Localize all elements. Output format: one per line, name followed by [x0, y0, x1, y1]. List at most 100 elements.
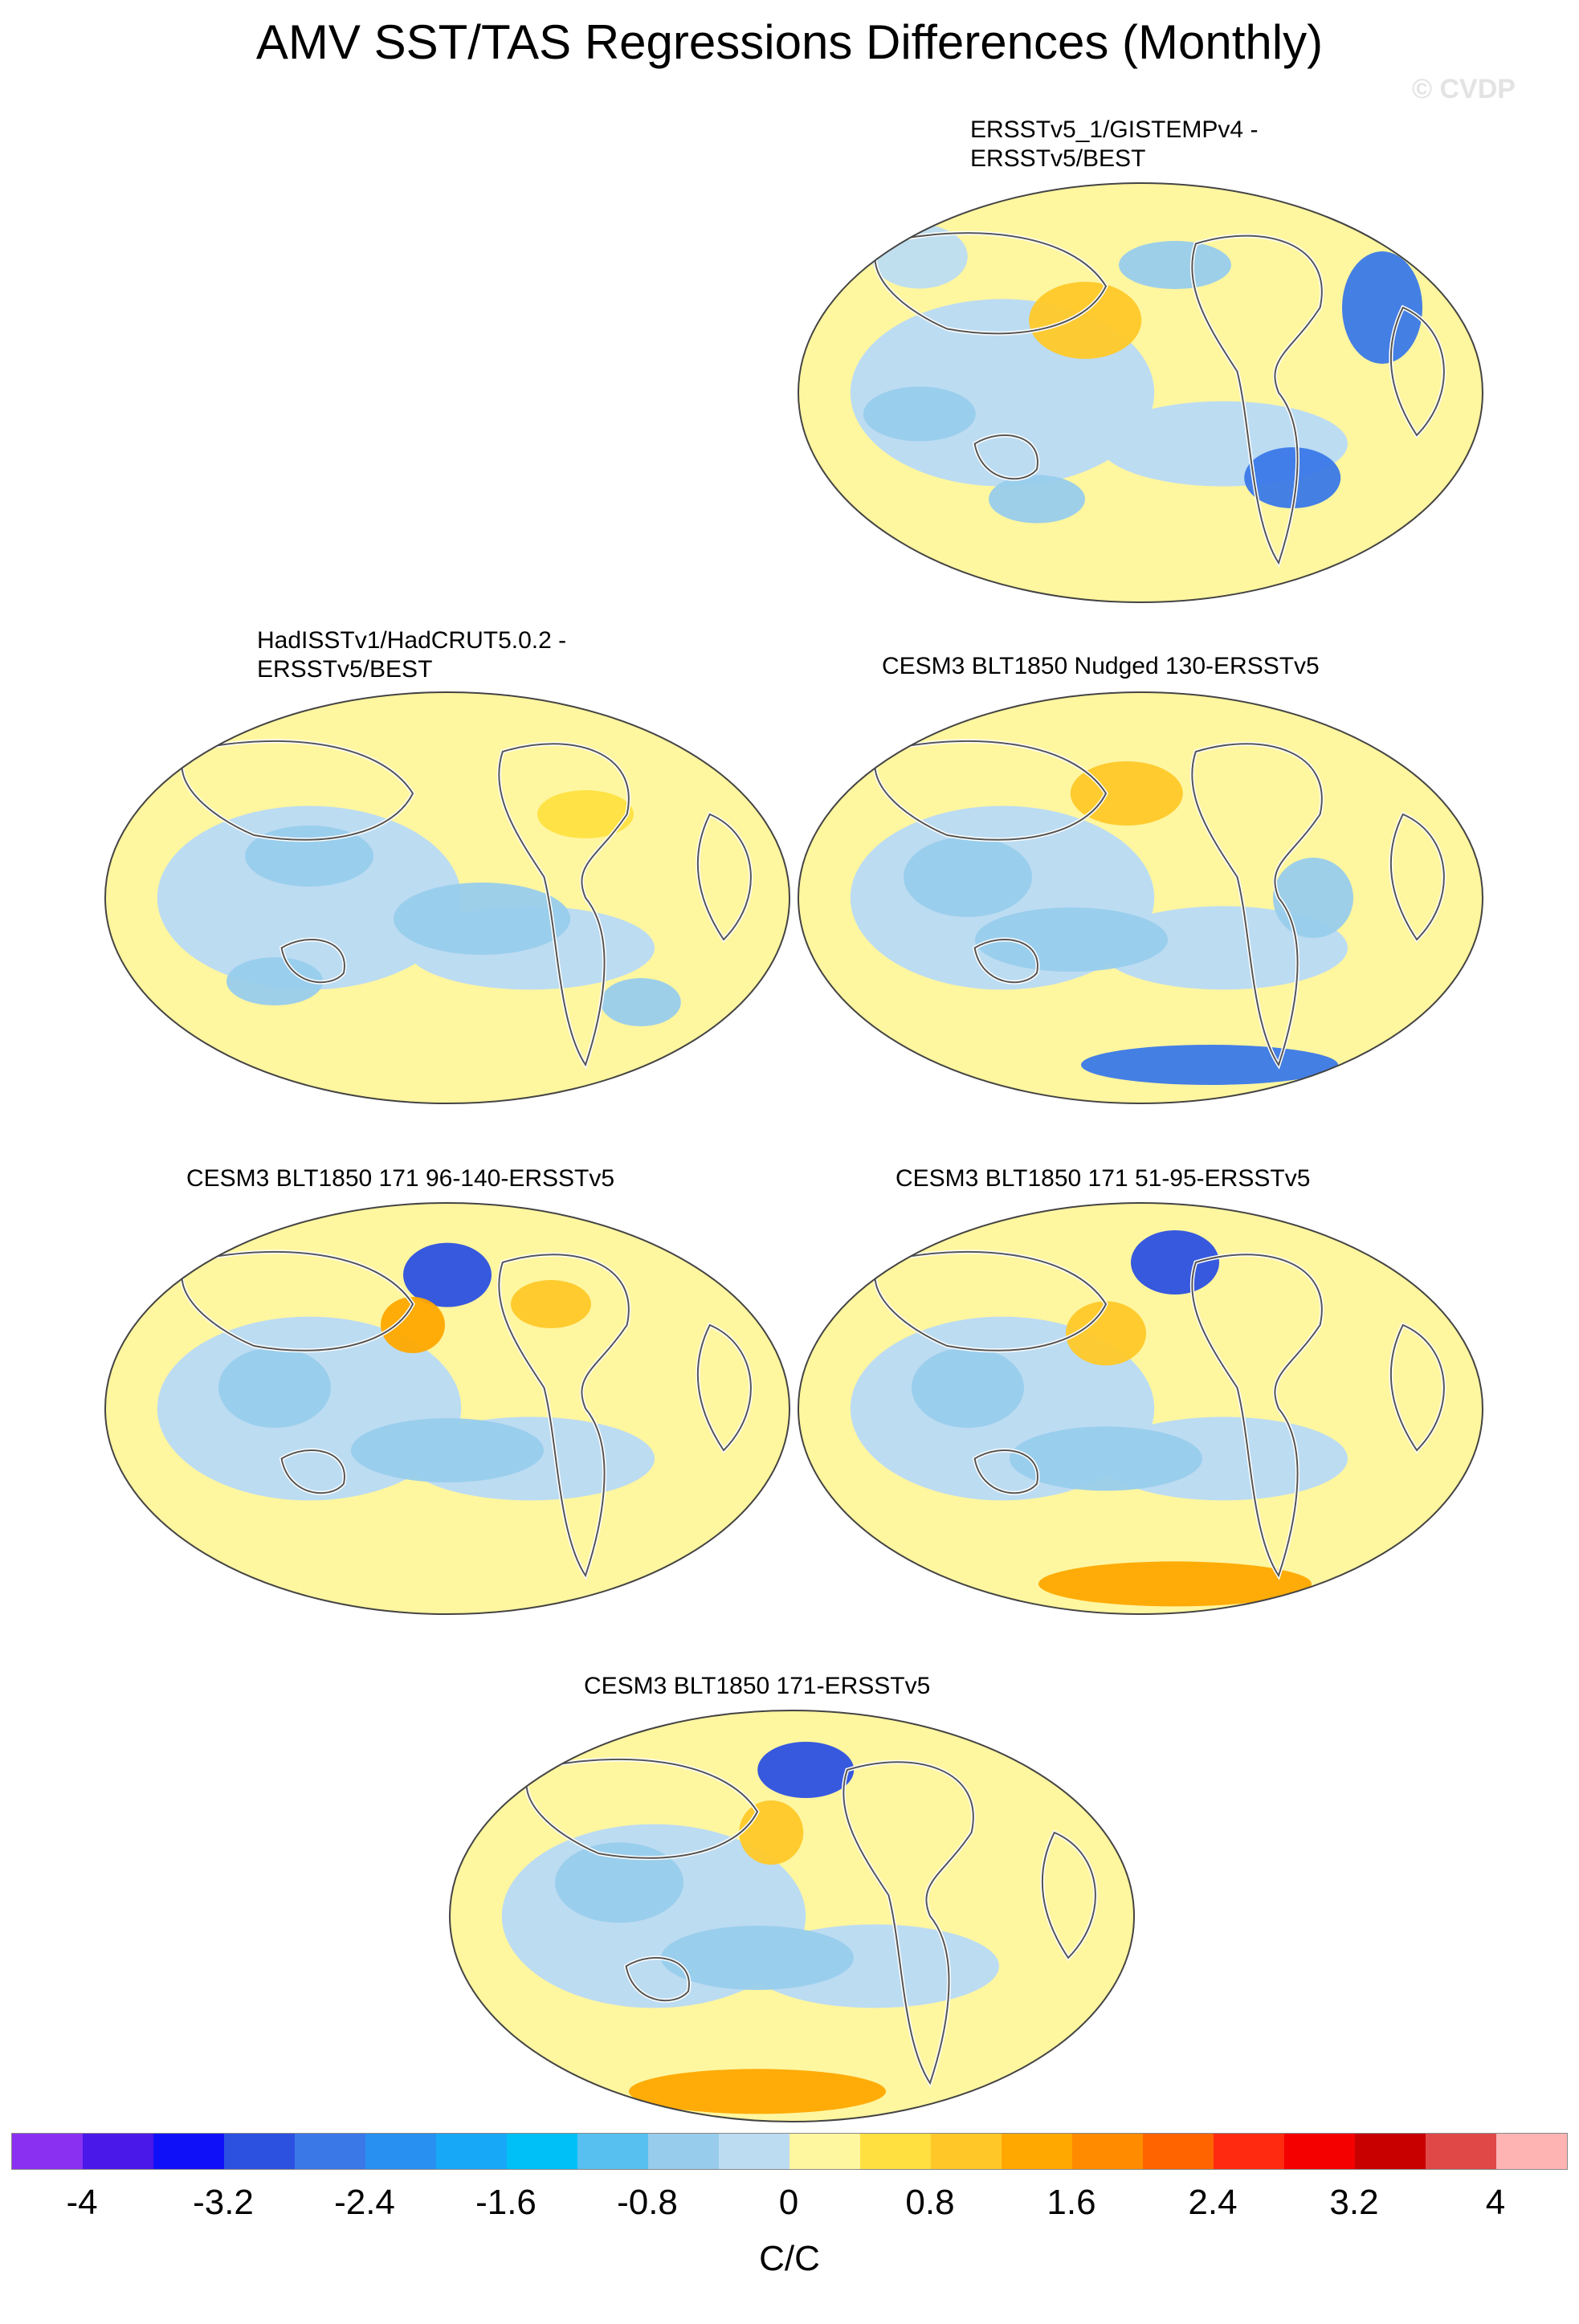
anomaly-region	[381, 1297, 445, 1353]
colorbar-swatch	[1214, 2134, 1284, 2169]
coastline	[181, 1250, 414, 1352]
colorbar-swatch	[790, 2134, 860, 2169]
anomaly-region	[904, 837, 1032, 917]
colorbar-swatch	[436, 2134, 507, 2169]
panel-4-title: CESM3 BLT1850 171 96-140-ERSSTv5	[186, 1165, 615, 1192]
coastline	[696, 813, 752, 941]
anomaly-region	[739, 1800, 804, 1865]
coastline	[874, 1250, 1108, 1352]
anomaly-region	[1099, 906, 1348, 990]
coastline	[280, 939, 345, 984]
anomaly-region	[1244, 447, 1341, 508]
coastline	[973, 1449, 1038, 1494]
colorbar-swatch	[931, 2134, 1002, 2169]
anomaly-region	[757, 1742, 855, 1798]
anomaly-region	[1119, 241, 1231, 289]
anomaly-region	[989, 475, 1085, 524]
map-border	[798, 182, 1483, 603]
colorbar-tick-label: -2.4	[334, 2183, 395, 2222]
panel-2-map	[104, 691, 790, 1104]
coastline	[625, 1957, 690, 2002]
panel-6-title: CESM3 BLT1850 171-ERSSTv5	[584, 1673, 931, 1699]
map-border	[104, 691, 790, 1104]
anomaly-region	[1038, 1561, 1312, 1607]
cvdp-watermark: © CVDP	[1412, 74, 1516, 104]
map-border	[104, 1202, 790, 1615]
colorbar-swatch	[153, 2134, 224, 2169]
coastline	[973, 434, 1038, 480]
coastline	[973, 939, 1038, 984]
anomaly-region	[157, 805, 462, 990]
anomaly-region	[555, 1842, 683, 1923]
anomaly-region	[245, 826, 373, 887]
colorbar-swatch	[719, 2134, 790, 2169]
anomaly-region	[1066, 1301, 1146, 1366]
colorbar-swatch	[83, 2134, 153, 2169]
coastline	[1041, 1831, 1096, 1959]
colorbar-tick-label: -0.8	[617, 2183, 678, 2222]
anomaly-region	[1342, 251, 1422, 364]
colorbar-swatch	[1284, 2134, 1355, 2169]
colorbar-swatch	[1355, 2134, 1426, 2169]
anomaly-region	[1029, 281, 1142, 359]
anomaly-region	[394, 883, 570, 955]
coastline	[1191, 743, 1323, 1067]
coastline	[1389, 1323, 1445, 1452]
anomaly-region	[1081, 1045, 1338, 1085]
anomaly-region	[975, 907, 1168, 972]
anomaly-region	[1131, 1230, 1219, 1295]
coastline	[843, 1761, 974, 2085]
coastline	[1191, 1254, 1323, 1578]
map-border	[449, 1710, 1135, 2122]
coastline	[498, 743, 630, 1067]
colorbar-units: C/C	[759, 2239, 820, 2278]
panel-1-title: ERSSTv5_1/GISTEMPv4 - ERSSTv5/BEST	[970, 116, 1259, 172]
colorbar-tick-label: -3.2	[193, 2183, 254, 2222]
panel-5-map	[798, 1202, 1483, 1615]
map-border	[798, 691, 1483, 1104]
coastline	[525, 1758, 759, 1859]
colorbar-tick-label: 1.6	[1047, 2183, 1096, 2222]
coastline	[696, 1323, 752, 1452]
anomaly-region	[600, 978, 681, 1026]
map-border	[798, 1202, 1483, 1615]
coastline	[874, 740, 1108, 841]
colorbar-swatch	[12, 2134, 83, 2169]
colorbar-swatch	[577, 2134, 648, 2169]
panel-1-map	[798, 182, 1483, 603]
colorbar-tick-label: 4	[1485, 2183, 1506, 2222]
coastline	[181, 740, 414, 841]
colorbar-tick-label: 2.4	[1188, 2183, 1238, 2222]
panel-6-map	[449, 1710, 1135, 2122]
anomaly-region	[1010, 1426, 1202, 1491]
colorbar-swatch	[1143, 2134, 1214, 2169]
colorbar-swatch	[860, 2134, 931, 2169]
anomaly-region	[218, 1348, 331, 1428]
anomaly-region	[912, 1348, 1024, 1428]
anomaly-region	[226, 957, 323, 1005]
colorbar-tick-label: -1.6	[475, 2183, 537, 2222]
coastline	[1389, 306, 1445, 437]
anomaly-region	[351, 1418, 544, 1482]
colorbar-swatch	[295, 2134, 365, 2169]
colorbar-swatch	[1002, 2134, 1072, 2169]
panel-2-title: HadISSTv1/HadCRUT5.0.2 - ERSSTv5/BEST	[257, 627, 567, 683]
anomaly-region	[403, 1242, 492, 1307]
coastline	[498, 1254, 630, 1578]
colorbar-tick-label: 0	[778, 2183, 799, 2222]
coastline	[874, 232, 1108, 335]
anomaly-region	[629, 2069, 886, 2114]
colorbar-swatch	[1426, 2134, 1496, 2169]
colorbar-swatch	[224, 2134, 295, 2169]
colorbar-tick-label: -4	[66, 2183, 98, 2222]
colorbar-swatch	[1496, 2134, 1567, 2169]
figure-title: AMV SST/TAS Regressions Differences (Mon…	[255, 15, 1324, 69]
colorbar	[11, 2133, 1568, 2170]
panel-5-title: CESM3 BLT1850 171 51-95-ERSSTv5	[896, 1165, 1311, 1192]
anomaly-region	[1070, 761, 1183, 826]
colorbar-tick-label: 3.2	[1329, 2183, 1379, 2222]
anomaly-region	[511, 1280, 591, 1328]
panel-3-map	[798, 691, 1483, 1104]
anomaly-region	[537, 790, 634, 838]
anomaly-region	[863, 386, 976, 442]
